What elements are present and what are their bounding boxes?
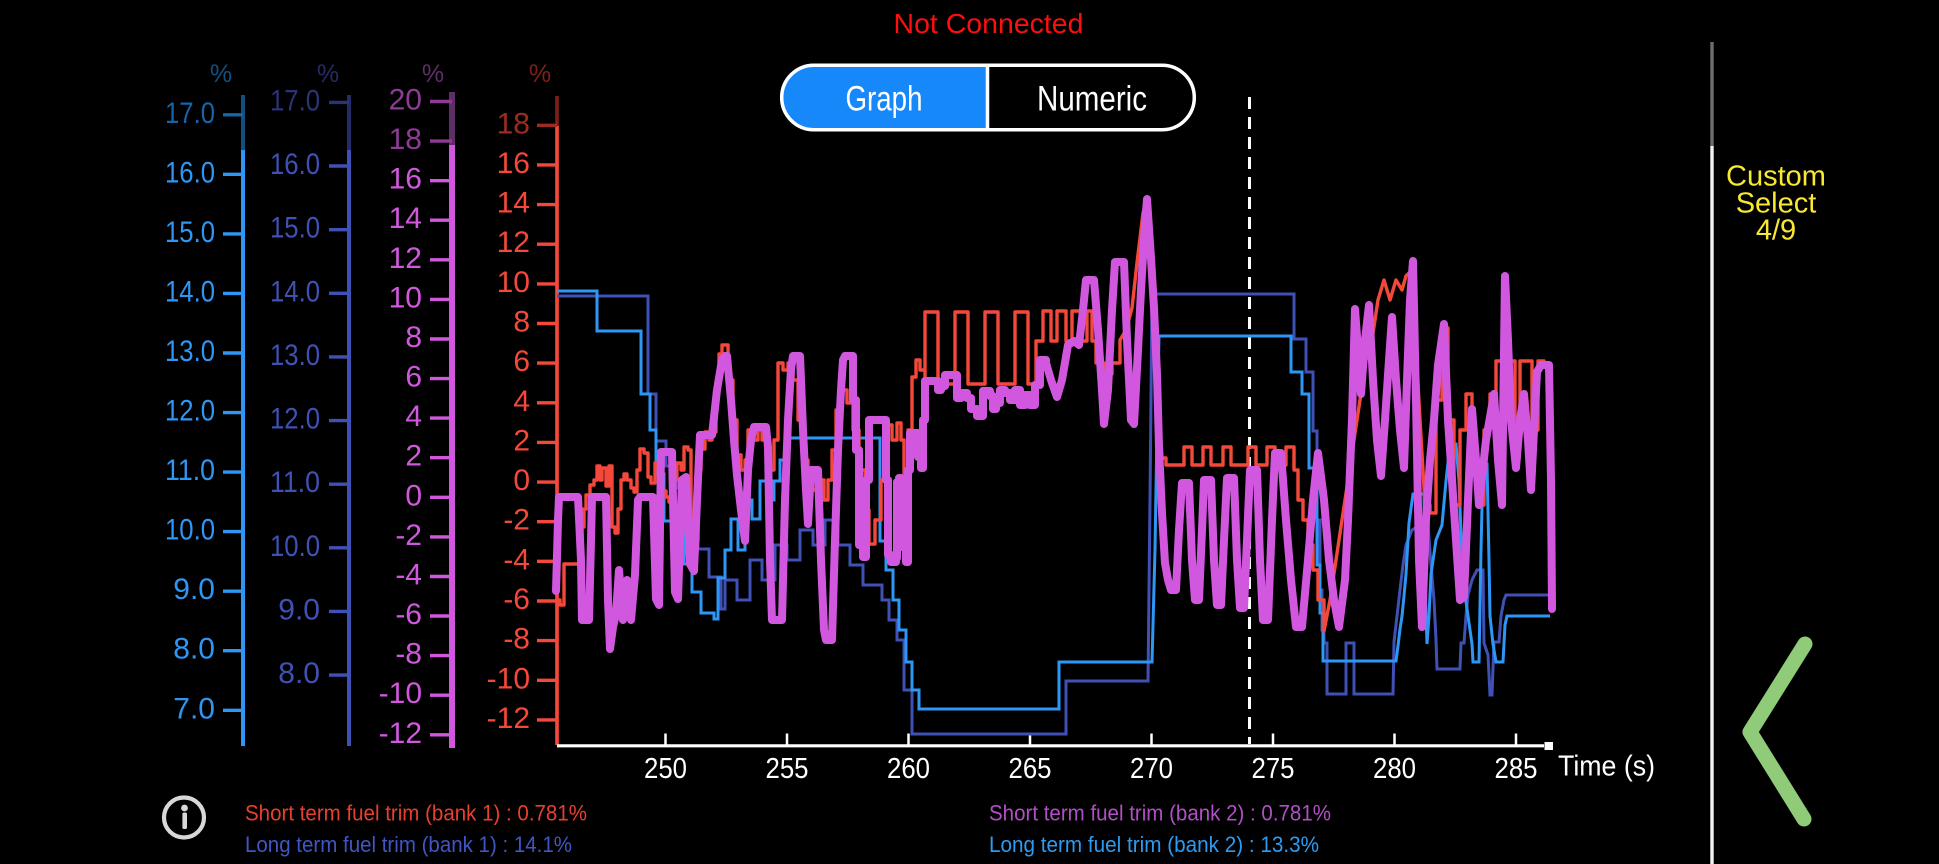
svg-text:12: 12 — [497, 226, 530, 259]
svg-text:%: % — [422, 60, 444, 88]
svg-text:14.0: 14.0 — [270, 275, 320, 308]
svg-text:255: 255 — [766, 753, 809, 785]
svg-text:11.0: 11.0 — [165, 454, 215, 487]
svg-text:-6: -6 — [395, 598, 422, 631]
svg-text:Not Connected: Not Connected — [894, 8, 1084, 39]
svg-text:-4: -4 — [503, 543, 530, 576]
svg-text:Select: Select — [1736, 188, 1817, 220]
svg-text:13.0: 13.0 — [165, 335, 215, 368]
svg-text:12.0: 12.0 — [270, 403, 320, 436]
svg-text:%: % — [529, 60, 551, 88]
svg-text:15.0: 15.0 — [165, 216, 215, 249]
svg-text:275: 275 — [1252, 753, 1295, 785]
svg-text:-10: -10 — [487, 662, 530, 695]
svg-text:-12: -12 — [487, 702, 530, 735]
svg-text:10.0: 10.0 — [165, 514, 215, 547]
svg-text:-12: -12 — [379, 717, 422, 750]
svg-text:18: 18 — [497, 107, 530, 140]
svg-text:4/9: 4/9 — [1756, 215, 1796, 247]
svg-text:2: 2 — [405, 440, 422, 473]
svg-text:280: 280 — [1373, 753, 1416, 785]
svg-text:-8: -8 — [395, 638, 422, 671]
svg-text:-10: -10 — [379, 677, 422, 710]
svg-text:17.0: 17.0 — [270, 84, 320, 117]
svg-text:250: 250 — [644, 753, 687, 785]
svg-text:0: 0 — [513, 464, 530, 497]
svg-text:8.0: 8.0 — [173, 633, 215, 666]
svg-text:4: 4 — [405, 400, 422, 433]
svg-text:Numeric: Numeric — [1037, 80, 1147, 119]
svg-text:%: % — [210, 60, 232, 88]
svg-text:6: 6 — [513, 345, 530, 378]
svg-text:6: 6 — [405, 361, 422, 394]
svg-text:10: 10 — [497, 266, 530, 299]
svg-text:Short term fuel trim (bank 1): Short term fuel trim (bank 1) : 0.781% — [245, 801, 587, 826]
svg-text:16: 16 — [389, 163, 422, 196]
svg-text:10: 10 — [389, 281, 422, 314]
svg-text:13.0: 13.0 — [270, 339, 320, 372]
svg-text:18: 18 — [389, 123, 422, 156]
svg-text:12.0: 12.0 — [165, 395, 215, 428]
svg-text:14: 14 — [497, 187, 530, 220]
svg-text:17.0: 17.0 — [165, 97, 215, 130]
svg-text:Custom: Custom — [1726, 161, 1826, 193]
svg-text:15.0: 15.0 — [270, 212, 320, 245]
svg-text:16.0: 16.0 — [165, 156, 215, 189]
svg-text:9.0: 9.0 — [278, 593, 320, 626]
svg-text:4: 4 — [513, 385, 530, 418]
svg-text:8: 8 — [513, 306, 530, 339]
svg-text:Time (s): Time (s) — [1558, 751, 1655, 783]
svg-text:0: 0 — [405, 479, 422, 512]
svg-text:14.0: 14.0 — [165, 275, 215, 308]
svg-text:14: 14 — [389, 202, 422, 235]
svg-text:-2: -2 — [395, 519, 422, 552]
svg-text:-8: -8 — [503, 623, 530, 656]
svg-text:11.0: 11.0 — [270, 466, 320, 499]
svg-text:260: 260 — [887, 753, 930, 785]
svg-text:Long term fuel trim (bank 1) :: Long term fuel trim (bank 1) : 14.1% — [245, 832, 572, 857]
svg-text:%: % — [317, 60, 339, 88]
svg-text:16: 16 — [497, 147, 530, 180]
svg-text:8.0: 8.0 — [278, 657, 320, 690]
svg-text:2: 2 — [513, 424, 530, 457]
svg-text:-4: -4 — [395, 559, 422, 592]
svg-text:9.0: 9.0 — [173, 573, 215, 606]
svg-text:16.0: 16.0 — [270, 148, 320, 181]
svg-text:Short term fuel trim (bank 2): Short term fuel trim (bank 2) : 0.781% — [989, 801, 1331, 826]
svg-text:265: 265 — [1009, 753, 1052, 785]
svg-text:Long term fuel trim (bank 2) :: Long term fuel trim (bank 2) : 13.3% — [989, 832, 1319, 857]
svg-text:12: 12 — [389, 242, 422, 275]
svg-text:270: 270 — [1130, 753, 1173, 785]
svg-text:-2: -2 — [503, 504, 530, 537]
svg-text:7.0: 7.0 — [173, 692, 215, 725]
svg-text:285: 285 — [1495, 753, 1538, 785]
svg-text:10.0: 10.0 — [270, 530, 320, 563]
svg-text:20: 20 — [389, 84, 422, 117]
svg-text:8: 8 — [405, 321, 422, 354]
svg-text:Graph: Graph — [846, 80, 923, 119]
svg-text:-6: -6 — [503, 583, 530, 616]
